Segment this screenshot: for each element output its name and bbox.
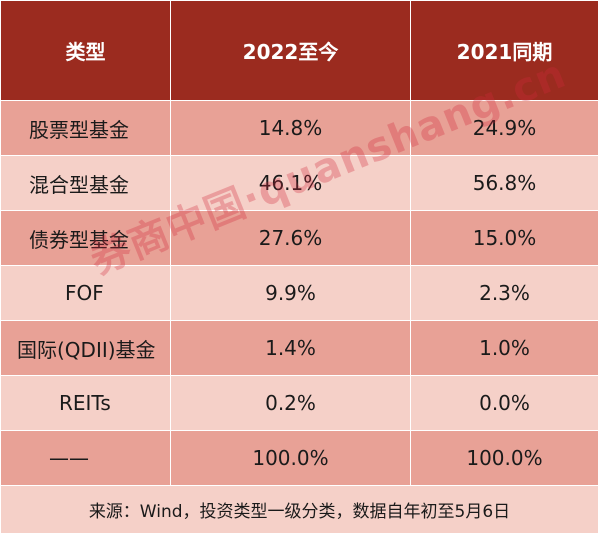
table-row: 混合型基金 46.1% 56.8% [0, 155, 598, 211]
table-row: 国际(QDII)基金 1.4% 1.0% [0, 320, 598, 376]
table-row: 债券型基金 27.6% 15.0% [0, 210, 598, 266]
row-2022: 27.6% [170, 210, 411, 266]
row-2022: 9.9% [170, 265, 411, 321]
row-2021: 56.8% [410, 155, 598, 211]
row-2021: 15.0% [410, 210, 598, 266]
source-note-row: 来源：Wind，投资类型一级分类，数据自年初至5月6日 [0, 485, 598, 534]
table-row: FOF 9.9% 2.3% [0, 265, 598, 321]
table-row: —— 100.0% 100.0% [0, 430, 598, 486]
row-2022: 46.1% [170, 155, 411, 211]
row-type: FOF [0, 265, 171, 321]
source-note: 来源：Wind，投资类型一级分类，数据自年初至5月6日 [0, 485, 598, 534]
row-type: REITs [0, 375, 171, 431]
row-2022: 14.8% [170, 100, 411, 156]
header-type: 类型 [0, 0, 171, 101]
header-2022: 2022至今 [170, 0, 411, 101]
row-type: —— [0, 430, 171, 486]
table-header-row: 类型 2022至今 2021同期 [0, 0, 598, 101]
header-2021: 2021同期 [410, 0, 598, 101]
row-2021: 100.0% [410, 430, 598, 486]
row-type: 国际(QDII)基金 [0, 320, 171, 376]
fund-share-table: 类型 2022至今 2021同期 股票型基金 14.8% 24.9% 混合型基金… [0, 0, 598, 534]
row-2021: 24.9% [410, 100, 598, 156]
row-type: 股票型基金 [0, 100, 171, 156]
row-2021: 0.0% [410, 375, 598, 431]
row-2022: 1.4% [170, 320, 411, 376]
row-2022: 0.2% [170, 375, 411, 431]
table-row: REITs 0.2% 0.0% [0, 375, 598, 431]
row-2021: 1.0% [410, 320, 598, 376]
row-2021: 2.3% [410, 265, 598, 321]
table-row: 股票型基金 14.8% 24.9% [0, 100, 598, 156]
row-type: 债券型基金 [0, 210, 171, 266]
row-type: 混合型基金 [0, 155, 171, 211]
row-2022: 100.0% [170, 430, 411, 486]
